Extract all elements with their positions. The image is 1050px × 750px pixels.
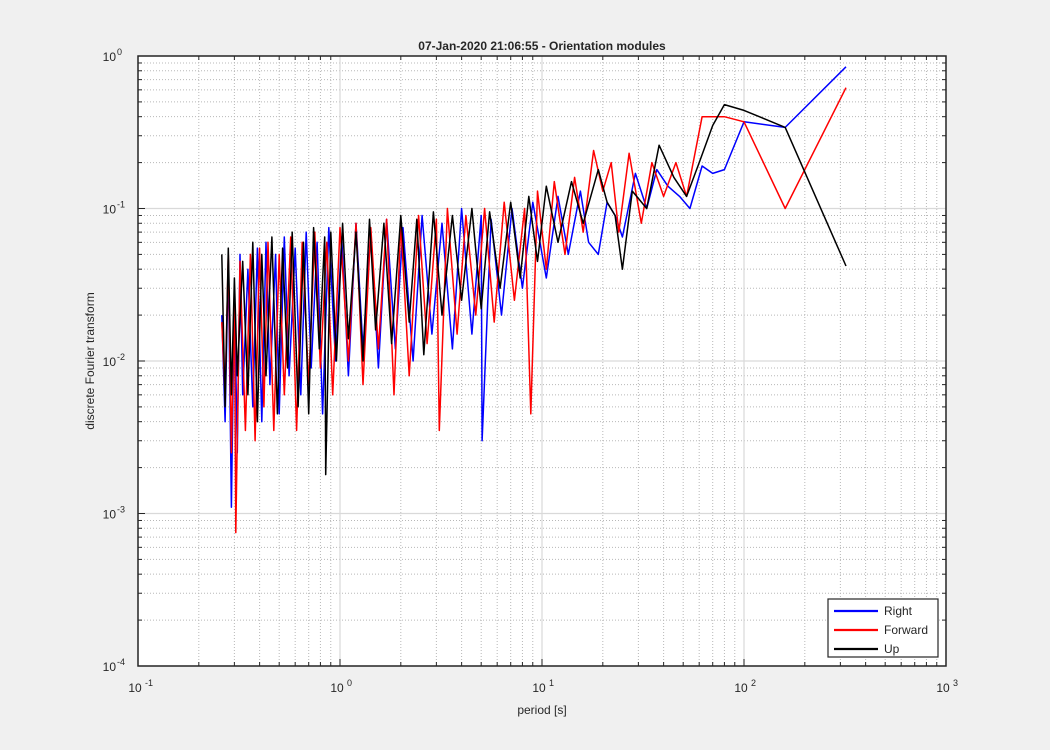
series-layer — [221, 66, 847, 534]
series-line-up — [221, 103, 847, 476]
y-tick-label: 10 — [103, 508, 117, 522]
x-tick-exponent: -1 — [145, 678, 153, 688]
chart-title: 07-Jan-2020 21:06:55 - Orientation modul… — [418, 39, 666, 53]
x-tick-exponent: 0 — [347, 678, 352, 688]
y-tick-label: 10 — [103, 50, 117, 64]
x-tick-exponent: 2 — [751, 678, 756, 688]
y-tick-label: 10 — [103, 355, 117, 369]
y-tick-label: 10 — [103, 660, 117, 674]
x-tick-label: 10 — [532, 681, 546, 695]
y-tick-label: 10 — [103, 203, 117, 217]
y-tick-exponent: -3 — [117, 505, 125, 515]
y-tick-exponent: 0 — [117, 47, 122, 57]
y-tick-exponent: -4 — [117, 657, 125, 667]
x-tick-label: 10 — [936, 681, 950, 695]
legend: Right Forward Up — [827, 598, 939, 658]
x-tick-label: 10 — [734, 681, 748, 695]
y-tick-exponent: -1 — [117, 200, 125, 210]
x-axis-label: period [s] — [517, 703, 566, 717]
x-tick-exponent: 3 — [953, 678, 958, 688]
y-axis-label: discrete Fourier transform — [83, 292, 97, 429]
x-tick-exponent: 1 — [549, 678, 554, 688]
legend-box — [827, 598, 939, 658]
y-tick-exponent: -2 — [117, 352, 125, 362]
legend-label-up: Up — [884, 642, 900, 656]
x-tick-label: 10 — [330, 681, 344, 695]
legend-label-forward: Forward — [884, 623, 928, 637]
x-tick-label: 10 — [128, 681, 142, 695]
axes-box — [137, 55, 947, 667]
tick-labels: 10 -1 10 0 10 1 10 2 10 310 -410 -310 -210 -110 0 — [103, 47, 958, 695]
legend-label-right: Right — [884, 604, 913, 618]
